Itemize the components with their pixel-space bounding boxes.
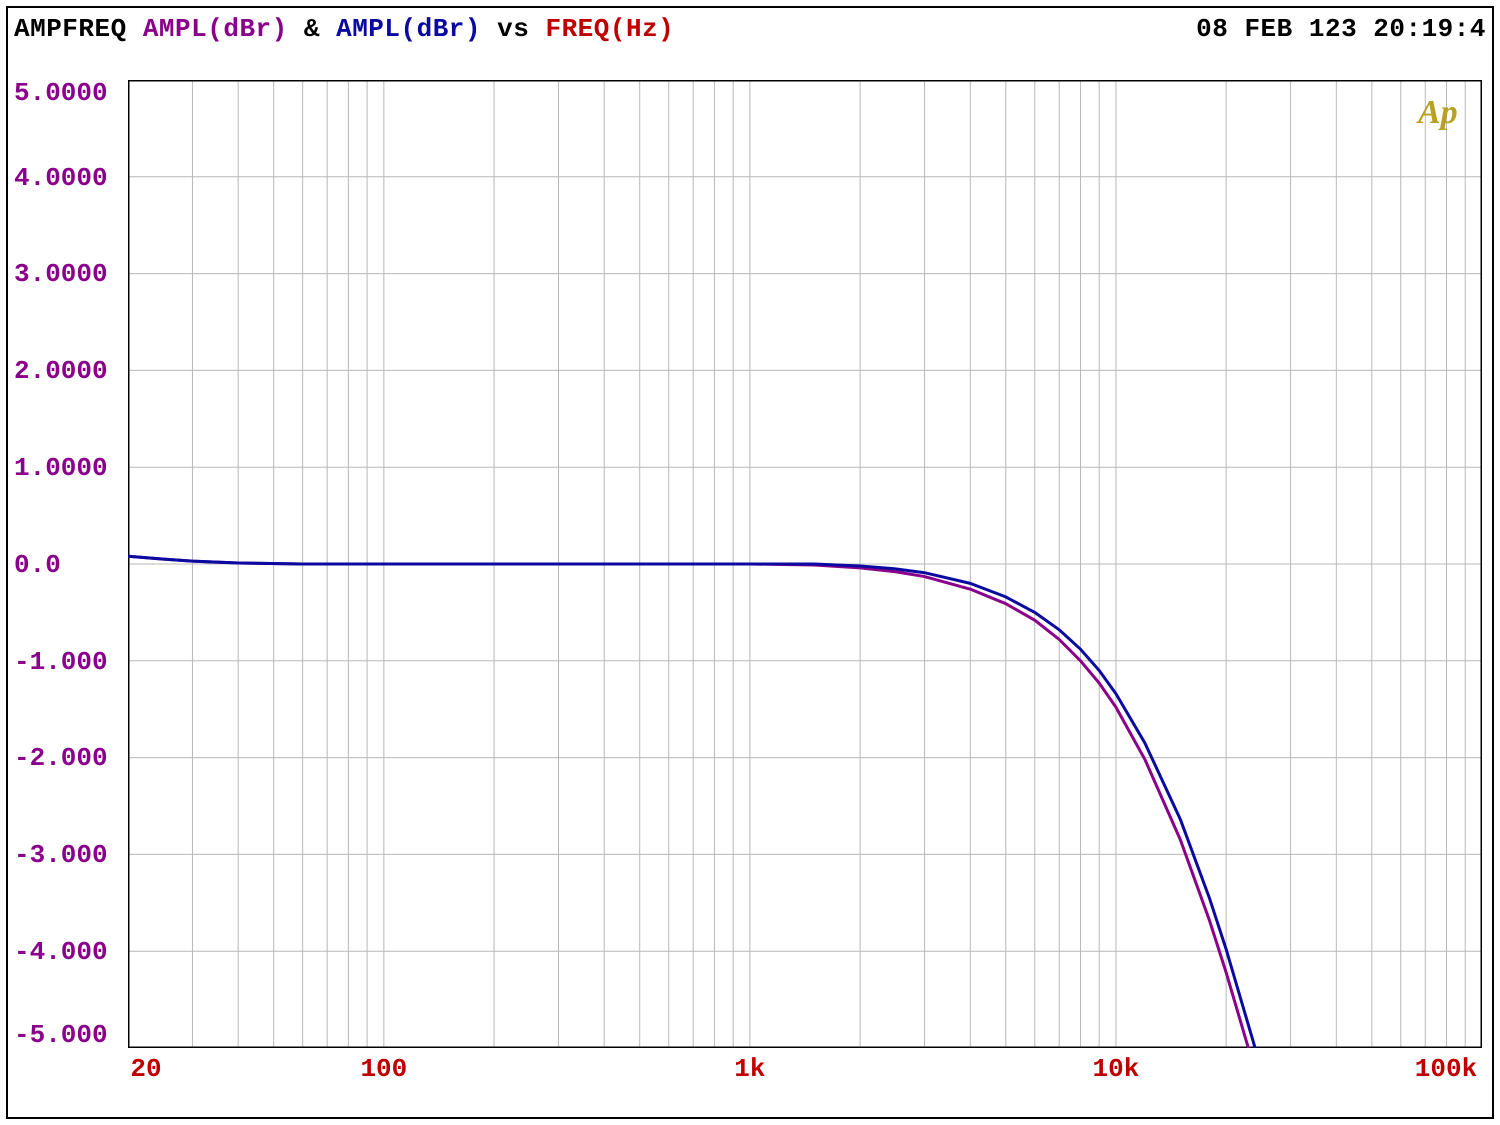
ytick-label: 1.0000 — [14, 453, 108, 483]
ytick-label: -2.000 — [14, 743, 108, 773]
ytick-label: -1.000 — [14, 647, 108, 677]
ytick-label: 2.0000 — [14, 356, 108, 386]
xtick-label: 100k — [1415, 1054, 1477, 1084]
xtick-label: 1k — [734, 1054, 765, 1084]
title-vs: vs — [497, 14, 529, 44]
title-xaxis: FREQ(Hz) — [545, 14, 674, 44]
chart-container: AMPFREQ AMPL(dBr) & AMPL(dBr) vs FREQ(Hz… — [0, 0, 1500, 1125]
ap-logo: Ap — [1418, 94, 1458, 132]
xtick-label: 10k — [1093, 1054, 1140, 1084]
xtick-label: 100 — [360, 1054, 407, 1084]
title-series2: AMPL(dBr) — [336, 14, 481, 44]
title-amp: & — [304, 14, 320, 44]
title-bar: AMPFREQ AMPL(dBr) & AMPL(dBr) vs FREQ(Hz… — [14, 14, 1486, 44]
ytick-label: -4.000 — [14, 937, 108, 967]
title-prefix: AMPFREQ — [14, 14, 127, 44]
ytick-label: -3.000 — [14, 840, 108, 870]
ytick-label: 3.0000 — [14, 259, 108, 289]
plot-area — [128, 80, 1482, 1048]
title-left: AMPFREQ AMPL(dBr) & AMPL(dBr) vs FREQ(Hz… — [14, 14, 674, 44]
ytick-label: -5.000 — [14, 1020, 108, 1050]
ytick-label: 5.0000 — [14, 78, 108, 108]
xtick-label: 20 — [130, 1054, 161, 1084]
ytick-label: 4.0000 — [14, 163, 108, 193]
title-series1: AMPL(dBr) — [143, 14, 288, 44]
plot-svg — [128, 80, 1482, 1048]
ytick-label: 0.0 — [14, 550, 61, 580]
title-timestamp: 08 FEB 123 20:19:4 — [1196, 14, 1486, 44]
